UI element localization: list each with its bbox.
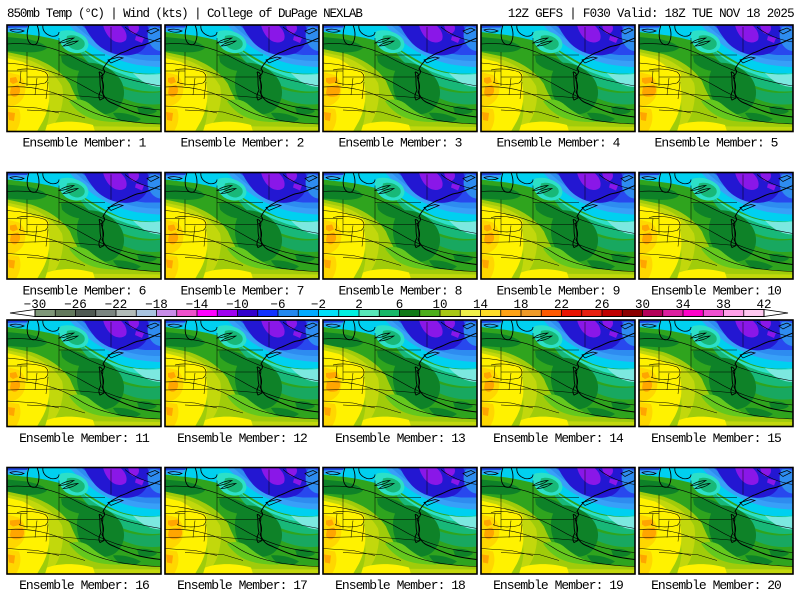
svg-text:18: 18 — [513, 298, 528, 312]
svg-text:Ensemble Member: 2: Ensemble Member: 2 — [181, 136, 304, 151]
svg-text:Ensemble Member: 16: Ensemble Member: 16 — [19, 578, 149, 593]
svg-text:22: 22 — [554, 298, 569, 312]
svg-text:38: 38 — [716, 298, 731, 312]
svg-text:−10: −10 — [226, 298, 249, 312]
svg-text:Ensemble Member: 10: Ensemble Member: 10 — [651, 284, 781, 299]
svg-text:42: 42 — [756, 298, 771, 312]
svg-text:Ensemble Member: 7: Ensemble Member: 7 — [181, 284, 304, 299]
svg-text:Ensemble Member: 18: Ensemble Member: 18 — [335, 578, 465, 593]
svg-text:14: 14 — [473, 298, 488, 312]
svg-text:850mb Temp (°C) | Wind (kts) |: 850mb Temp (°C) | Wind (kts) | College o… — [7, 7, 363, 21]
svg-text:−22: −22 — [105, 298, 128, 312]
svg-text:Ensemble Member: 20: Ensemble Member: 20 — [651, 578, 781, 593]
svg-text:Ensemble Member: 3: Ensemble Member: 3 — [339, 136, 462, 151]
svg-text:Ensemble Member: 17: Ensemble Member: 17 — [177, 578, 307, 593]
svg-text:26: 26 — [594, 298, 609, 312]
svg-text:Ensemble Member: 8: Ensemble Member: 8 — [339, 284, 462, 299]
svg-text:Ensemble Member: 14: Ensemble Member: 14 — [493, 431, 624, 446]
svg-text:Ensemble Member: 15: Ensemble Member: 15 — [651, 431, 781, 446]
svg-text:Ensemble Member: 4: Ensemble Member: 4 — [497, 136, 621, 151]
svg-text:−18: −18 — [145, 298, 168, 312]
svg-text:−14: −14 — [186, 298, 209, 312]
svg-text:34: 34 — [675, 298, 690, 312]
svg-text:Ensemble Member: 13: Ensemble Member: 13 — [335, 431, 465, 446]
svg-text:Ensemble Member: 5: Ensemble Member: 5 — [655, 136, 778, 151]
svg-text:Ensemble Member: 1: Ensemble Member: 1 — [23, 136, 147, 151]
svg-text:Ensemble Member: 12: Ensemble Member: 12 — [177, 431, 307, 446]
svg-text:−26: −26 — [64, 298, 87, 312]
svg-text:Ensemble Member: 11: Ensemble Member: 11 — [19, 431, 150, 446]
svg-text:−30: −30 — [24, 298, 47, 312]
svg-text:10: 10 — [432, 298, 447, 312]
svg-text:Ensemble Member: 9: Ensemble Member: 9 — [497, 284, 620, 299]
svg-text:12Z GEFS | F030 Valid: 18Z TUE: 12Z GEFS | F030 Valid: 18Z TUE NOV 18 20… — [508, 7, 794, 21]
svg-text:Ensemble Member: 6: Ensemble Member: 6 — [23, 284, 146, 299]
svg-text:−2: −2 — [311, 298, 326, 312]
svg-text:−6: −6 — [270, 298, 285, 312]
svg-text:2: 2 — [355, 298, 363, 312]
svg-text:30: 30 — [635, 298, 650, 312]
svg-text:6: 6 — [396, 298, 404, 312]
svg-text:Ensemble Member: 19: Ensemble Member: 19 — [493, 578, 623, 593]
